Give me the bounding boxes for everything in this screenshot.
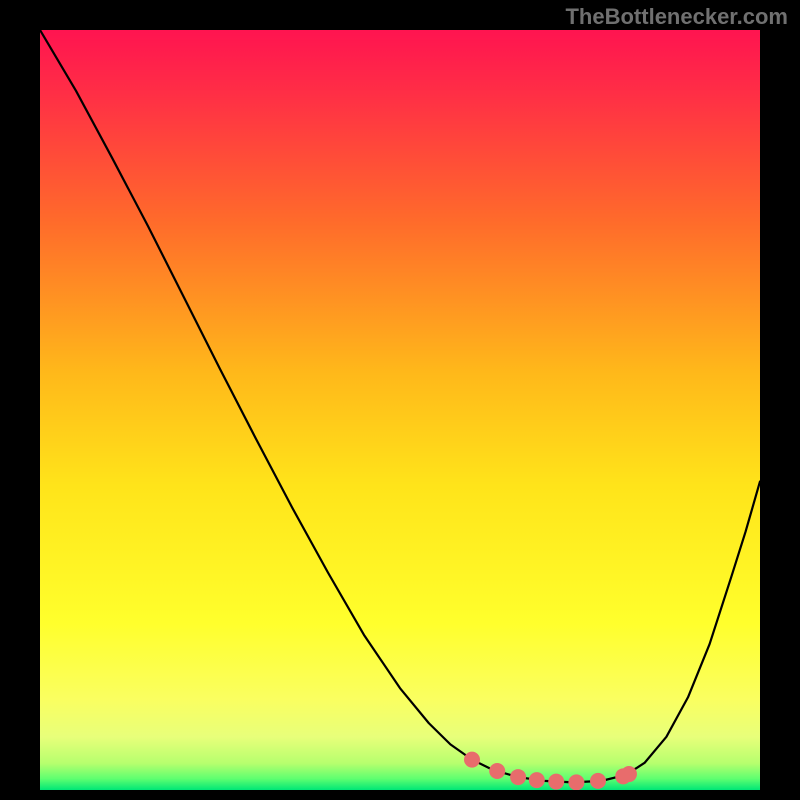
watermark-text: TheBottlenecker.com <box>565 4 788 30</box>
chart-container: TheBottlenecker.com <box>0 0 800 800</box>
gradient-background <box>40 30 760 790</box>
plot-area <box>40 30 760 790</box>
